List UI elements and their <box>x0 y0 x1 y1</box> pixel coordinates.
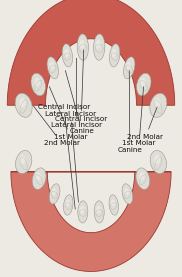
Ellipse shape <box>19 155 26 164</box>
Ellipse shape <box>32 168 46 189</box>
Text: Lateral Incisor: Lateral Incisor <box>51 58 102 128</box>
Text: Lateral Incisor: Lateral Incisor <box>45 111 96 202</box>
Text: 2nd Molar: 2nd Molar <box>33 106 80 147</box>
Text: Central Incisor: Central Incisor <box>38 104 90 209</box>
Ellipse shape <box>47 57 58 79</box>
Ellipse shape <box>154 98 160 107</box>
Ellipse shape <box>150 150 167 174</box>
Ellipse shape <box>140 78 146 86</box>
Polygon shape <box>11 172 171 271</box>
Text: Central Incisor: Central Incisor <box>55 50 107 122</box>
Text: 1st Molar: 1st Molar <box>49 86 88 140</box>
Ellipse shape <box>109 44 120 67</box>
Ellipse shape <box>94 201 104 223</box>
Ellipse shape <box>77 34 88 60</box>
Ellipse shape <box>122 184 133 204</box>
Ellipse shape <box>136 73 151 96</box>
Ellipse shape <box>124 57 135 79</box>
Ellipse shape <box>50 61 54 70</box>
Ellipse shape <box>15 93 32 117</box>
Ellipse shape <box>64 49 69 57</box>
Ellipse shape <box>136 168 150 189</box>
Text: Canine: Canine <box>65 71 95 134</box>
Ellipse shape <box>126 61 131 70</box>
Text: 1st Molar: 1st Molar <box>122 87 156 147</box>
Text: Canine: Canine <box>117 71 142 153</box>
Ellipse shape <box>15 150 32 174</box>
Ellipse shape <box>94 34 105 60</box>
Ellipse shape <box>124 188 129 195</box>
Ellipse shape <box>80 206 84 214</box>
Ellipse shape <box>96 40 101 49</box>
Ellipse shape <box>112 49 116 57</box>
Ellipse shape <box>66 199 70 207</box>
Ellipse shape <box>31 73 46 96</box>
Ellipse shape <box>64 195 73 215</box>
Ellipse shape <box>154 155 160 164</box>
Ellipse shape <box>35 172 41 181</box>
Ellipse shape <box>139 172 145 181</box>
Text: 2nd Molar: 2nd Molar <box>127 106 163 140</box>
Ellipse shape <box>96 206 101 214</box>
Ellipse shape <box>150 93 167 117</box>
Polygon shape <box>7 0 175 105</box>
Ellipse shape <box>19 98 26 107</box>
Ellipse shape <box>62 44 73 67</box>
Ellipse shape <box>34 78 40 86</box>
Ellipse shape <box>111 199 115 207</box>
Ellipse shape <box>52 188 56 195</box>
Ellipse shape <box>109 195 118 215</box>
Ellipse shape <box>79 40 84 49</box>
Ellipse shape <box>49 184 60 204</box>
Ellipse shape <box>78 201 88 223</box>
